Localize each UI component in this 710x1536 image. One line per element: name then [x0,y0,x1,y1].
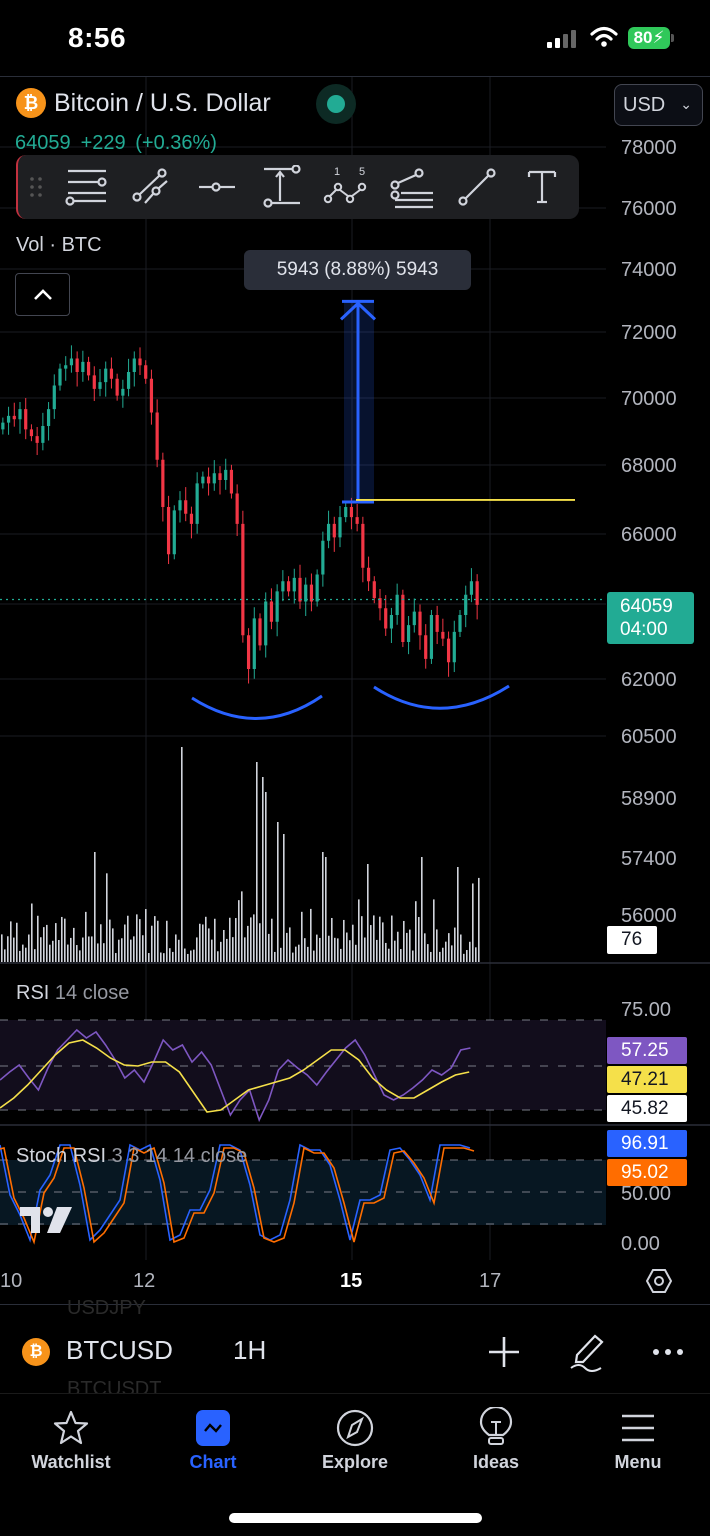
price-axis-label: 72000 [621,322,677,344]
menu-icon [622,1414,654,1442]
trend-line-tool-icon[interactable] [444,155,509,219]
tab-label: Chart [189,1452,237,1472]
time-axis-label: 12 [133,1270,156,1292]
tab-label: Explore [321,1452,389,1472]
symbol-bar: ₿ BTCUSD 1H [0,1310,710,1390]
more-options-icon[interactable] [648,1332,688,1372]
status-bar: 8:56 80 ⚡ [0,0,710,76]
symbol-search-button[interactable]: BTCUSD [66,1335,173,1365]
text-tool-icon[interactable] [509,155,574,219]
price-axis-label: 56000 [621,905,677,927]
pitchfork-tool-icon[interactable] [379,155,444,219]
cellular-signal-icon [547,30,576,48]
price-chart[interactable] [0,0,710,1305]
price-axis-label: 66000 [621,524,677,546]
stoch-axis-label: 0.00 [621,1233,660,1255]
drag-handle-icon[interactable] [18,176,54,198]
price-axis-label: 58900 [621,788,677,810]
svg-text:5: 5 [359,166,365,178]
price-axis-label: 60500 [621,726,677,748]
horizontal-lines-tool-icon[interactable] [54,155,119,219]
rsi-args: 14 close [54,982,130,1004]
price-axis-label: 57400 [621,848,677,870]
price-axis-label: 70000 [621,388,677,410]
last-price-value: 64059 [620,596,673,617]
rsi-axis-label: 75.00 [621,999,672,1021]
price-axis-label: 74000 [621,259,677,281]
battery-nub [671,34,674,42]
stoch-rsi-title: Stoch RSI [16,1145,107,1167]
price-axis-label: 68000 [621,455,677,477]
price-axis-label: 78000 [621,137,677,159]
status-time: 8:56 [68,22,127,53]
svg-text:1: 1 [334,166,340,178]
tab-watchlist[interactable]: Watchlist [11,1394,131,1484]
stoch-k-value-tag: 96.91 [607,1130,687,1157]
rsi-ma-value-tag: 47.21 [607,1066,687,1093]
price-summary: 64059 +229 (+0.36%) [15,132,217,155]
bitcoin-logo-icon: ₿ [22,1338,50,1366]
symbol-header[interactable]: ₿ Bitcoin / U.S. Dollar [16,88,271,118]
time-axis-label: 17 [479,1270,502,1292]
star-icon [53,1410,89,1445]
tab-label: Menu [614,1452,662,1472]
tab-bar: Watchlist Chart Explore Ideas Menu [0,1393,710,1493]
symbol-title: Bitcoin / U.S. Dollar [54,88,271,117]
chevron-down-icon: ⌄ [680,96,692,112]
price-change: +229 [80,132,126,154]
price-axis-label: 62000 [621,669,677,691]
tab-chart[interactable]: Chart [153,1394,273,1484]
charging-bolt-icon: ⚡ [652,28,665,47]
price-change-pct: (+0.36%) [135,132,217,154]
chart-settings-icon[interactable] [646,1268,672,1294]
price-axis-label: 76000 [621,198,677,220]
time-axis-label: 10 [0,1270,23,1292]
stoch-rsi-args: 3 3 14 14 close [111,1145,248,1167]
volume-indicator-label[interactable]: Vol · BTC [16,234,102,256]
stoch-d-value-tag: 95.02 [607,1159,687,1186]
divider [0,76,710,77]
rsi-secondary-value-tag: 45.82 [607,1095,687,1122]
measure-tooltip: 5943 (8.88%) 5943 [244,250,471,290]
last-price: 64059 [15,132,71,154]
stoch-rsi-legend[interactable]: Stoch RSI 3 3 14 14 close [16,1145,247,1168]
tradingview-logo-icon[interactable] [20,1207,72,1233]
interval-button[interactable]: 1H [233,1335,267,1365]
parallel-channel-tool-icon[interactable] [119,155,184,219]
home-indicator[interactable] [229,1513,482,1523]
volume-value-tag: 76 [607,926,657,954]
horizontal-ray-tool-icon[interactable] [184,155,249,219]
price-range-tool-icon[interactable] [249,155,314,219]
rsi-title: RSI [16,982,50,1004]
tab-menu[interactable]: Menu [578,1394,698,1484]
chevron-up-icon [33,288,52,300]
chart-icon [196,1410,230,1446]
bar-countdown: 04:00 [620,619,668,640]
currency-value: USD [623,93,666,116]
tab-ideas[interactable]: Ideas [436,1394,556,1484]
bitcoin-logo-icon: ₿ [16,88,46,118]
drawing-pen-icon[interactable] [567,1332,607,1372]
plus-icon[interactable] [484,1332,524,1372]
compass-icon [336,1409,374,1447]
rsi-legend[interactable]: RSI 14 close [16,982,129,1005]
collapse-indicators-button[interactable] [15,273,70,316]
battery-indicator: 80 ⚡ [628,27,670,49]
tab-label: Watchlist [31,1452,111,1472]
currency-selector[interactable]: USD ⌄ [614,84,703,126]
rsi-value-tag: 57.25 [607,1037,687,1064]
ghost-symbol-above: USDJPY [67,1297,146,1319]
stoch-axis-label: 50.00 [621,1183,672,1205]
battery-level: 80 [633,28,653,47]
last-price-tag: 64059 04:00 [607,592,694,644]
market-open-indicator [316,84,356,124]
tab-label: Ideas [472,1452,520,1472]
lightbulb-icon [479,1407,513,1445]
time-axis-label: 15 [340,1270,363,1292]
divider [0,1304,710,1305]
wifi-icon [590,26,618,47]
tab-explore[interactable]: Explore [295,1394,415,1484]
